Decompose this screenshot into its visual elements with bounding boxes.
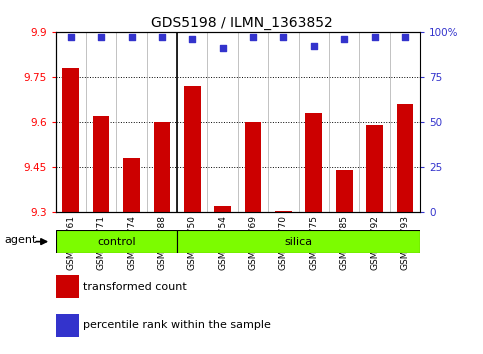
- Point: [97, 34, 105, 40]
- Bar: [214, 206, 231, 212]
- Bar: [397, 104, 413, 212]
- Point: [219, 45, 227, 51]
- Point: [188, 36, 196, 42]
- Bar: [93, 116, 110, 212]
- Point: [280, 34, 287, 40]
- FancyBboxPatch shape: [56, 230, 177, 253]
- Bar: [184, 86, 200, 212]
- Point: [401, 34, 409, 40]
- Point: [249, 34, 257, 40]
- Bar: [245, 122, 261, 212]
- Point: [67, 34, 74, 40]
- Bar: [305, 113, 322, 212]
- Point: [371, 34, 379, 40]
- Point: [341, 36, 348, 42]
- Text: GDS5198 / ILMN_1363852: GDS5198 / ILMN_1363852: [151, 16, 332, 30]
- Bar: [123, 158, 140, 212]
- Text: percentile rank within the sample: percentile rank within the sample: [83, 320, 271, 331]
- Bar: [62, 68, 79, 212]
- Text: silica: silica: [284, 236, 313, 247]
- Point: [158, 34, 166, 40]
- Point: [310, 44, 318, 49]
- Text: control: control: [97, 236, 136, 247]
- Text: transformed count: transformed count: [83, 281, 187, 292]
- Bar: [275, 211, 292, 212]
- FancyBboxPatch shape: [177, 230, 420, 253]
- Bar: [56, 314, 79, 337]
- Bar: [366, 125, 383, 212]
- Bar: [336, 170, 353, 212]
- Bar: [154, 122, 170, 212]
- Text: agent: agent: [4, 235, 37, 245]
- Bar: [56, 275, 79, 298]
- Point: [128, 34, 135, 40]
